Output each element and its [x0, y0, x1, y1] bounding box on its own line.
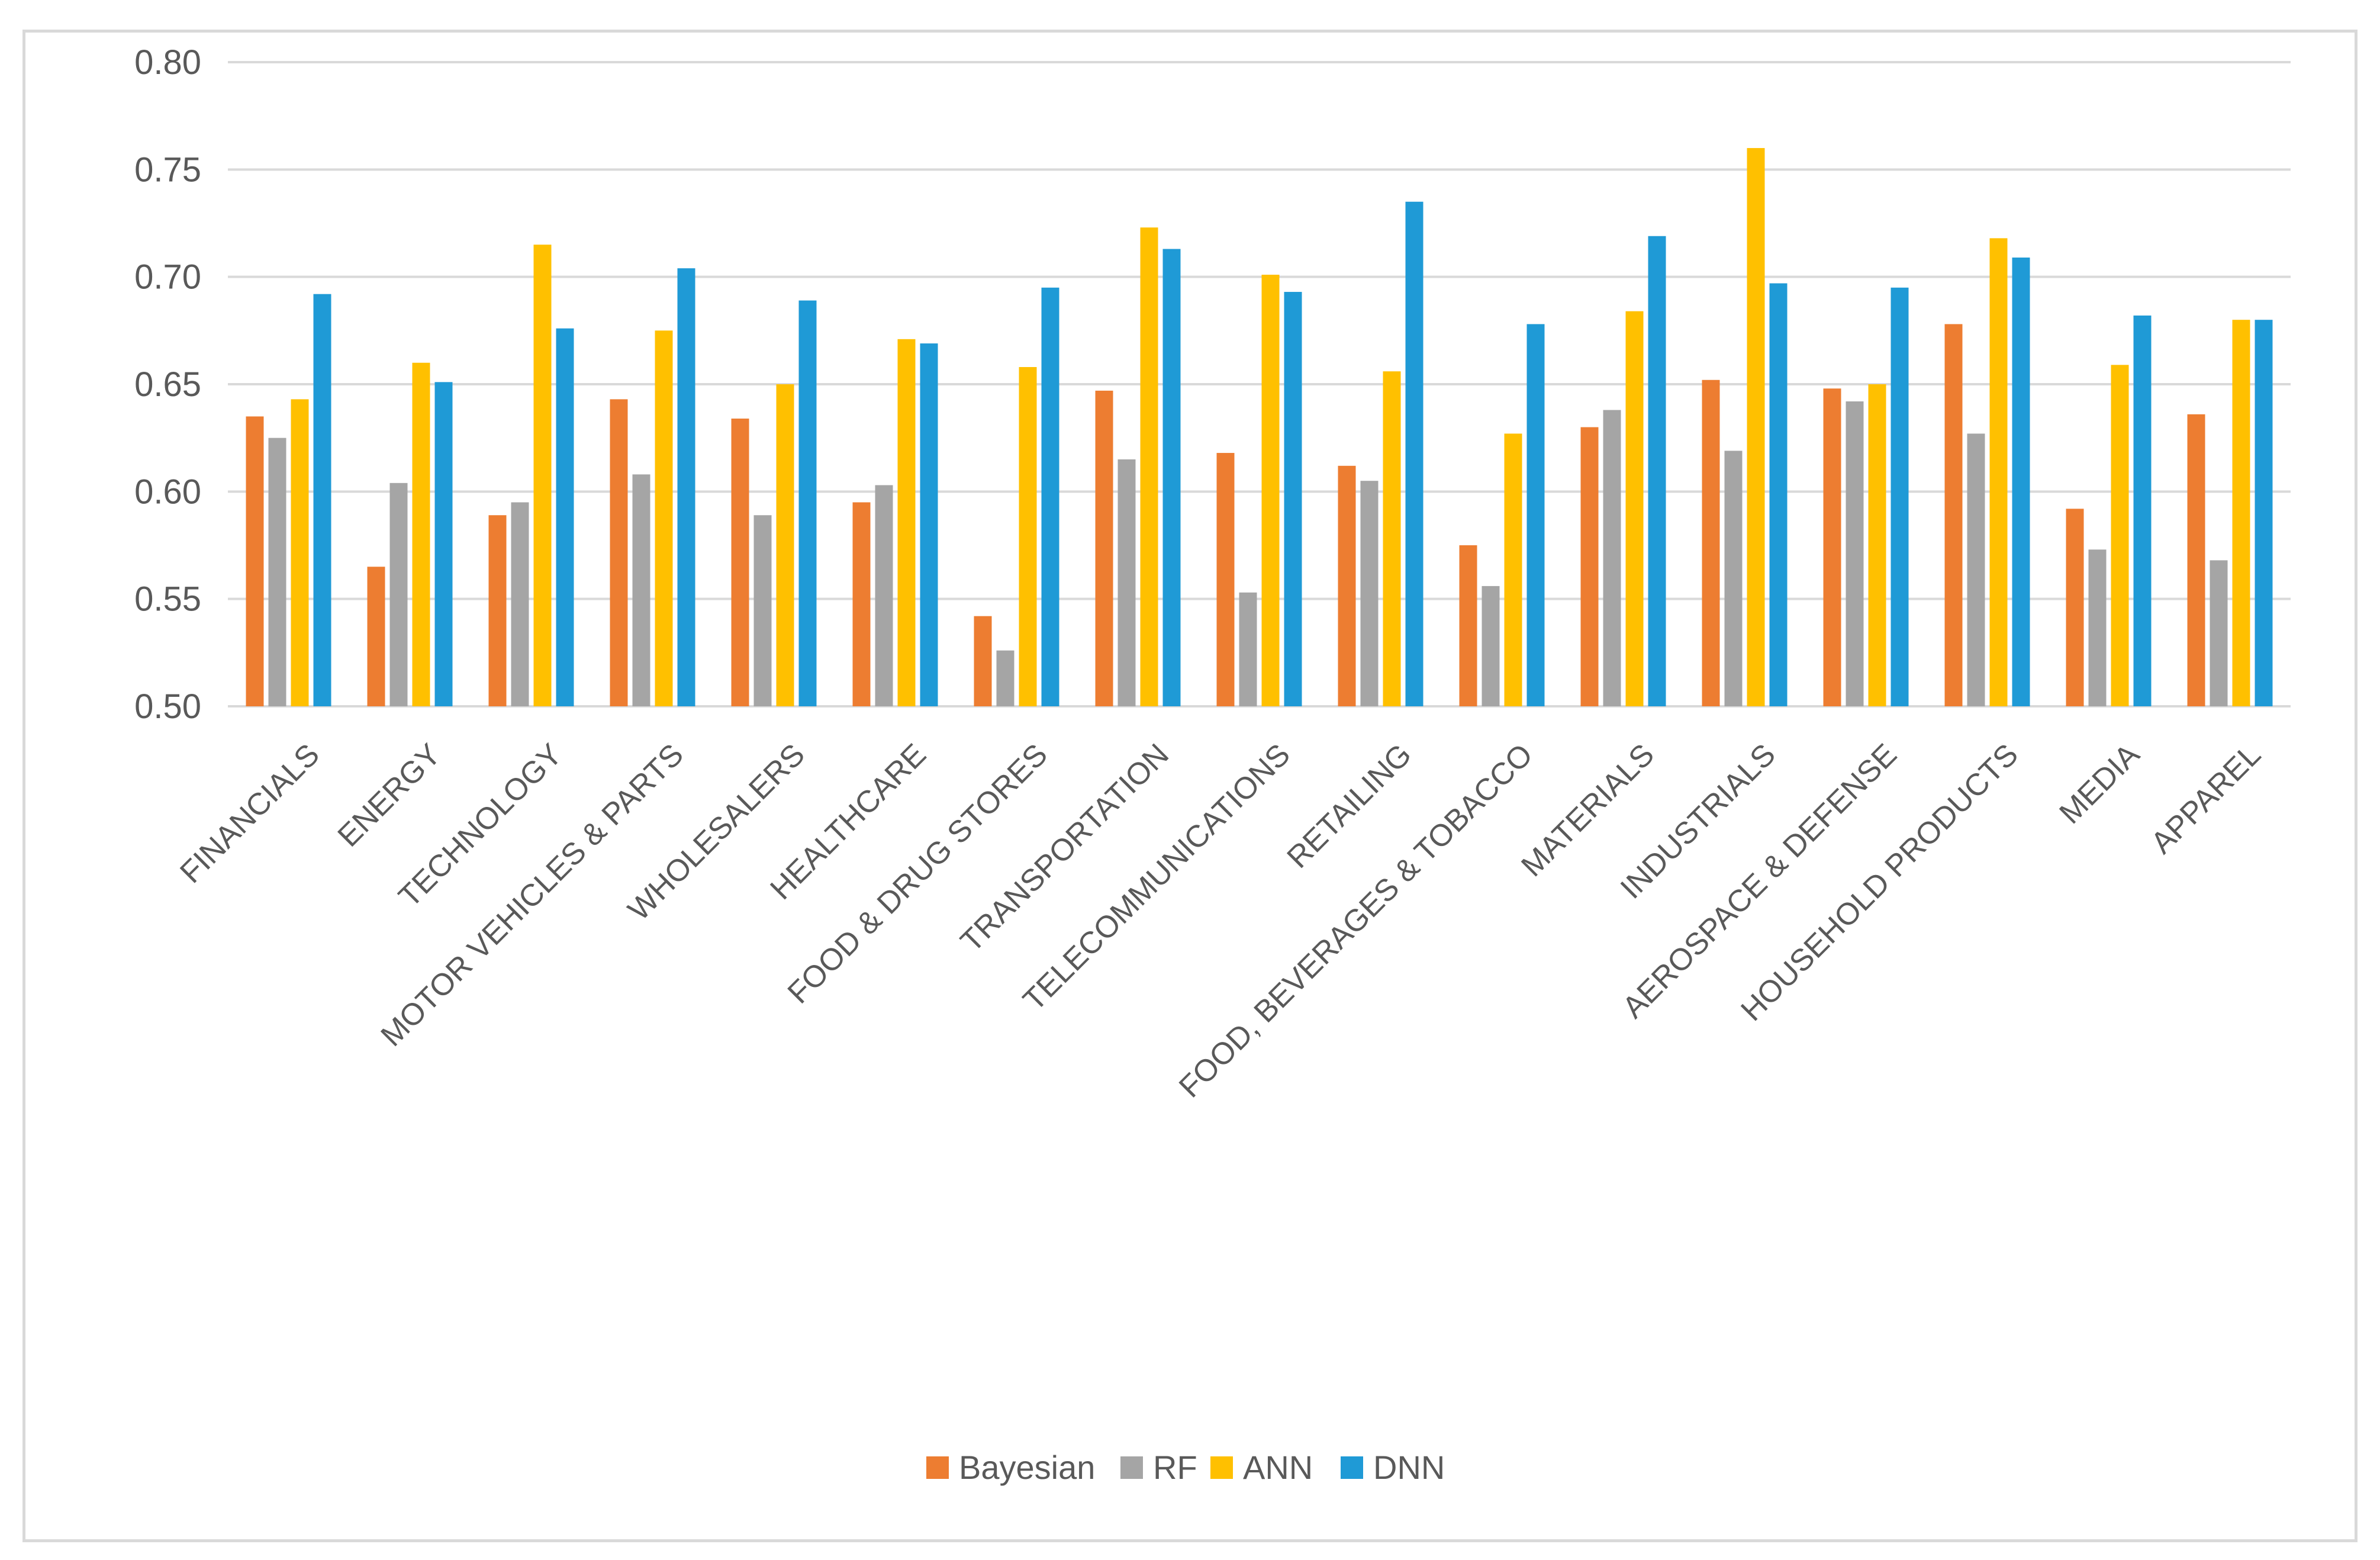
bar-dnn [1284, 292, 1302, 706]
bar-ann [1504, 433, 1522, 706]
x-tick-label: FOOD & DRUG STORES [781, 737, 1054, 1010]
bar-bayesian [1944, 324, 1963, 706]
bar-ann [412, 362, 430, 706]
bar-dnn [677, 268, 695, 706]
bar-dnn [2255, 320, 2273, 706]
bar-dnn [2012, 258, 2030, 706]
bar-ann [1989, 238, 2008, 706]
x-tick-label: ENERGY [331, 737, 447, 853]
bar-dnn [556, 328, 574, 706]
bar-ann [1868, 384, 1886, 706]
y-tick-label: 0.50 [134, 687, 201, 726]
bar-bayesian [1823, 388, 1841, 706]
bar-rf [1482, 586, 1500, 706]
bar-rf [268, 438, 286, 706]
bar-ann [1019, 366, 1037, 706]
y-tick-label: 0.55 [134, 580, 201, 619]
bar-bayesian [1095, 390, 1113, 706]
legend-swatch-ann [1210, 1456, 1233, 1479]
bar-dnn [1648, 236, 1666, 706]
bar-ann [2232, 320, 2250, 706]
bar-dnn [1405, 201, 1424, 706]
bar-rf [1239, 592, 1257, 706]
legend-swatch-bayesian [926, 1456, 949, 1479]
x-tick-label: MEDIA [2053, 737, 2147, 831]
bar-bayesian [367, 567, 385, 706]
bar-dnn [920, 343, 938, 706]
bar-rf [632, 474, 650, 706]
bar-bayesian [852, 502, 871, 706]
bar-dnn [2133, 315, 2152, 706]
bar-bayesian [2187, 414, 2205, 706]
bar-bayesian [731, 419, 749, 706]
bar-rf [389, 483, 408, 706]
legend-label-dnn[interactable]: DNN [1373, 1449, 1445, 1486]
bar-dnn [313, 294, 331, 706]
bar-bayesian [1459, 545, 1477, 706]
bar-dnn [1162, 249, 1181, 706]
bar-bayesian [1216, 453, 1235, 706]
bar-bayesian [1338, 465, 1356, 706]
bar-dnn [1891, 287, 1909, 706]
bar-rf [1117, 459, 1136, 706]
legend-swatch-rf [1120, 1456, 1143, 1479]
bar-rf [1846, 401, 1864, 706]
bar-ann [897, 339, 916, 706]
legend-swatch-dnn [1341, 1456, 1363, 1479]
bar-dnn [798, 300, 817, 706]
bar-ann [776, 384, 794, 706]
legend-label-bayesian[interactable]: Bayesian [959, 1449, 1095, 1486]
chart-frame [22, 30, 2358, 1542]
bar-ann [533, 245, 552, 706]
y-tick-label: 0.80 [134, 43, 201, 82]
bar-rf [996, 650, 1015, 706]
bar-ann [655, 330, 673, 706]
y-tick-label: 0.75 [134, 150, 201, 189]
bar-rf [1360, 481, 1379, 706]
bar-rf [875, 485, 893, 706]
y-tick-label: 0.70 [134, 258, 201, 297]
bar-dnn [1041, 287, 1059, 706]
bar-rf [753, 515, 772, 706]
bar-dnn [434, 382, 453, 706]
bar-bayesian [2066, 509, 2084, 706]
y-tick-label: 0.60 [134, 472, 201, 511]
bar-rf [1967, 433, 1985, 706]
x-tick-label: FINANCIALS [173, 737, 326, 890]
bar-bayesian [1702, 379, 1720, 706]
bar-ann [291, 399, 309, 706]
bar-bayesian [1580, 427, 1599, 706]
x-tick-label: TRANSPORTATION [954, 737, 1175, 958]
bar-ann [2111, 365, 2129, 706]
bar-ann [1261, 275, 1280, 706]
x-tick-label: APPAREL [2144, 737, 2268, 860]
bar-ann [1625, 311, 1644, 706]
bar-rf [2088, 549, 2107, 706]
bar-ann [1747, 148, 1765, 707]
bar-bayesian [246, 416, 264, 706]
bar-dnn [1526, 324, 1545, 706]
bar-rf [2210, 560, 2228, 706]
legend-label-ann[interactable]: ANN [1243, 1449, 1313, 1486]
y-tick-label: 0.65 [134, 365, 201, 404]
legend-label-rf[interactable]: RF [1153, 1449, 1197, 1486]
bar-rf [1603, 410, 1621, 706]
bar-bayesian [974, 616, 992, 706]
bar-rf [1724, 451, 1743, 706]
bar-dnn [1769, 283, 1788, 707]
y-axis-ticks: 0.50 0.55 0.60 0.65 0.70 0.75 0.80 [134, 43, 201, 726]
bars [246, 148, 2273, 707]
bar-bayesian [488, 515, 507, 706]
legend[interactable]: Bayesian RF ANN DNN [926, 1449, 1445, 1486]
bar-bayesian [610, 399, 628, 706]
bar-ann [1383, 371, 1401, 706]
bar-ann [1140, 227, 1158, 707]
bar-rf [511, 502, 529, 706]
